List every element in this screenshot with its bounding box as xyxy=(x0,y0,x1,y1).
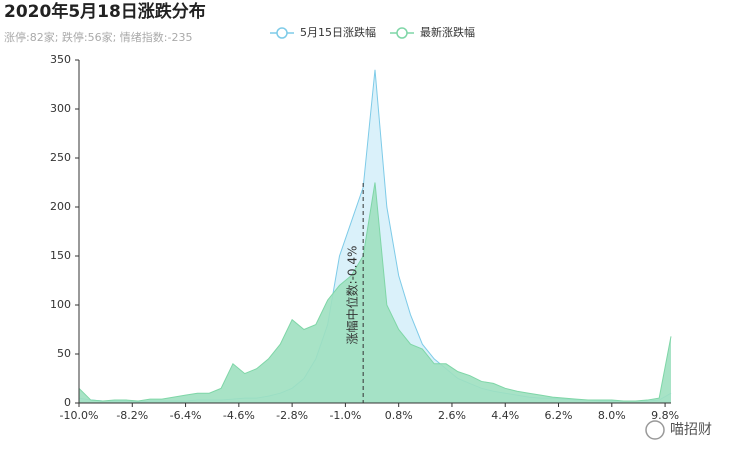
y-tick-label: 250 xyxy=(50,151,71,164)
chart-title: 2020年5月18日涨跌分布 xyxy=(4,1,206,22)
watermark-icon xyxy=(645,420,665,440)
x-tick-label: -8.2% xyxy=(116,409,148,422)
x-tick-label: -2.8% xyxy=(276,409,308,422)
legend-item: 最新涨跌幅 xyxy=(390,25,475,39)
y-tick-label: 300 xyxy=(50,102,71,115)
legend-label: 5月15日涨跌幅 xyxy=(300,25,376,39)
area-line xyxy=(78,182,672,402)
legend-label: 最新涨跌幅 xyxy=(420,25,475,39)
y-tick-label: 150 xyxy=(50,249,71,262)
chart-subtitle: 涨停:82家; 跌停:56家; 情绪指数:-235 xyxy=(4,30,192,44)
legend-symbol xyxy=(396,27,408,39)
x-tick-label: -10.0% xyxy=(60,409,99,422)
x-tick-label: -1.0% xyxy=(329,409,361,422)
x-tick-label: 4.4% xyxy=(491,409,519,422)
x-tick-label: 6.2% xyxy=(545,409,573,422)
x-tick-label: 9.8% xyxy=(651,409,679,422)
legend-item: 5月15日涨跌幅 xyxy=(270,25,376,39)
area-fill xyxy=(79,182,671,403)
x-tick-label: 0.8% xyxy=(385,409,413,422)
y-tick-label: 200 xyxy=(50,200,71,213)
watermark: 喵招财 xyxy=(645,420,712,440)
y-tick-label: 50 xyxy=(57,347,71,360)
y-tick-label: 0 xyxy=(64,396,71,409)
x-tick-label: 2.6% xyxy=(438,409,466,422)
y-tick-label: 100 xyxy=(50,298,71,311)
median-label: 涨幅中位数:-0.4% xyxy=(345,246,360,345)
x-tick-label: -6.4% xyxy=(170,409,202,422)
x-tick-label: 8.0% xyxy=(598,409,626,422)
watermark-text: 喵招财 xyxy=(670,422,712,438)
legend-symbol xyxy=(276,27,288,39)
y-tick-label: 350 xyxy=(50,53,71,66)
x-tick-label: -4.6% xyxy=(223,409,255,422)
